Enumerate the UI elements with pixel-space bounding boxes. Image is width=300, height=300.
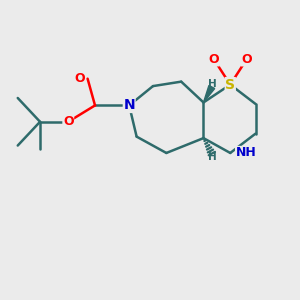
Text: O: O — [241, 53, 252, 66]
Text: O: O — [63, 115, 74, 128]
Text: O: O — [74, 72, 85, 85]
Text: S: S — [225, 78, 235, 92]
Text: H: H — [208, 79, 217, 89]
Text: NH: NH — [236, 146, 256, 160]
Text: O: O — [208, 53, 219, 66]
Text: N: N — [123, 98, 135, 112]
Text: H: H — [208, 152, 217, 162]
Polygon shape — [203, 85, 215, 102]
